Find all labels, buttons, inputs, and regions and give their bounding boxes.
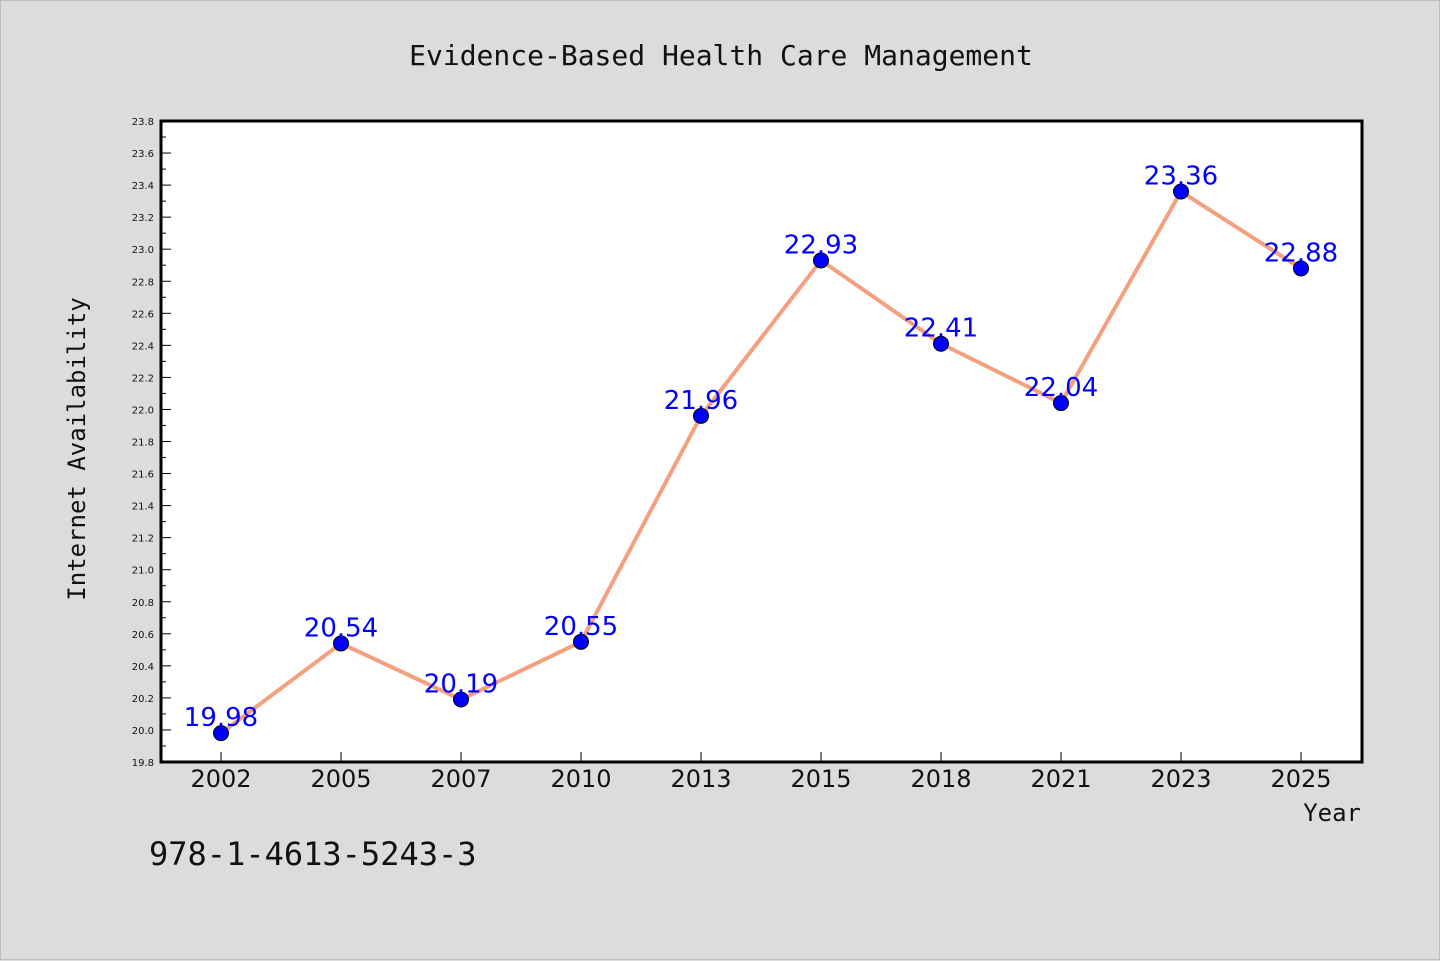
x-tick-label: 2015 xyxy=(790,765,851,793)
x-tick-label: 2023 xyxy=(1150,765,1211,793)
y-tick-label: 22.4 xyxy=(132,341,154,352)
data-point-marker xyxy=(1053,395,1069,412)
x-axis-label: Year xyxy=(1303,799,1361,827)
y-tick-label: 22.2 xyxy=(132,373,154,384)
x-tick-label: 2005 xyxy=(310,765,371,793)
plot-area xyxy=(161,121,1362,762)
y-axis-label: Internet Availability xyxy=(63,297,91,600)
y-tick-label: 21.2 xyxy=(132,534,154,545)
data-point-marker xyxy=(573,633,589,650)
data-point-marker xyxy=(213,725,229,742)
x-tick-label: 2025 xyxy=(1270,765,1331,793)
data-point-marker xyxy=(1173,183,1189,200)
data-label: 22.41 xyxy=(904,314,978,344)
y-tick-label: 21.6 xyxy=(132,470,154,481)
y-tick-label: 21.4 xyxy=(132,502,154,513)
data-label: 20.55 xyxy=(544,612,618,642)
y-tick-label: 23.4 xyxy=(132,181,154,192)
y-tick-label: 22.8 xyxy=(132,277,154,288)
data-label: 22.88 xyxy=(1264,238,1338,268)
y-tick-label: 22.0 xyxy=(132,405,154,416)
y-tick-label: 20.2 xyxy=(132,694,154,705)
y-tick-label: 22.6 xyxy=(132,309,154,320)
x-tick-label: 2013 xyxy=(670,765,731,793)
y-tick-label: 20.6 xyxy=(132,630,154,641)
series-markers xyxy=(213,183,1309,742)
data-label: 20.54 xyxy=(304,613,378,643)
data-labels: 19.98 20.54 20.19 20.55 21.96 22.93 22.41 22.04… xyxy=(184,162,1338,734)
x-tick-label: 2018 xyxy=(910,765,971,793)
data-point-marker xyxy=(813,252,829,269)
data-label: 22.93 xyxy=(784,230,858,260)
y-tick-label: 20.8 xyxy=(132,598,154,609)
data-label: 20.19 xyxy=(424,670,498,700)
chart-title: Evidence-Based Health Care Management xyxy=(409,39,1033,72)
data-point-marker xyxy=(333,635,349,652)
data-label: 23.36 xyxy=(1144,162,1218,192)
y-tick-label: 21.0 xyxy=(132,566,154,577)
series-line xyxy=(219,189,1303,736)
x-tick-label: 2021 xyxy=(1030,765,1091,793)
x-tick-label: 2010 xyxy=(550,765,611,793)
x-tick-label: 2002 xyxy=(190,765,251,793)
y-tick-label: 23.0 xyxy=(132,245,154,256)
data-point-marker xyxy=(933,335,949,352)
data-point-marker xyxy=(1293,260,1309,277)
y-tick-label: 20.0 xyxy=(132,726,154,737)
plot-frame xyxy=(159,119,1364,764)
data-label: 22.04 xyxy=(1024,373,1098,403)
isbn-text: 978-1-4613-5243-3 xyxy=(149,835,477,873)
data-point-marker xyxy=(693,407,709,424)
data-label: 21.96 xyxy=(664,386,738,416)
axis-ticks: 19.8 20.0 20.2 20.4 20.6 20.8 21.0 21.2 21.4 21.6… xyxy=(132,117,1332,793)
y-tick-label: 21.8 xyxy=(132,438,154,449)
x-tick-label: 2007 xyxy=(430,765,491,793)
y-tick-label: 23.2 xyxy=(132,213,154,224)
data-label: 19.98 xyxy=(184,703,258,733)
y-tick-label: 19.8 xyxy=(132,758,154,769)
y-tick-label: 23.8 xyxy=(132,117,154,128)
y-tick-label: 20.4 xyxy=(132,662,154,673)
data-point-marker xyxy=(453,691,469,708)
y-tick-label: 23.6 xyxy=(132,149,154,160)
